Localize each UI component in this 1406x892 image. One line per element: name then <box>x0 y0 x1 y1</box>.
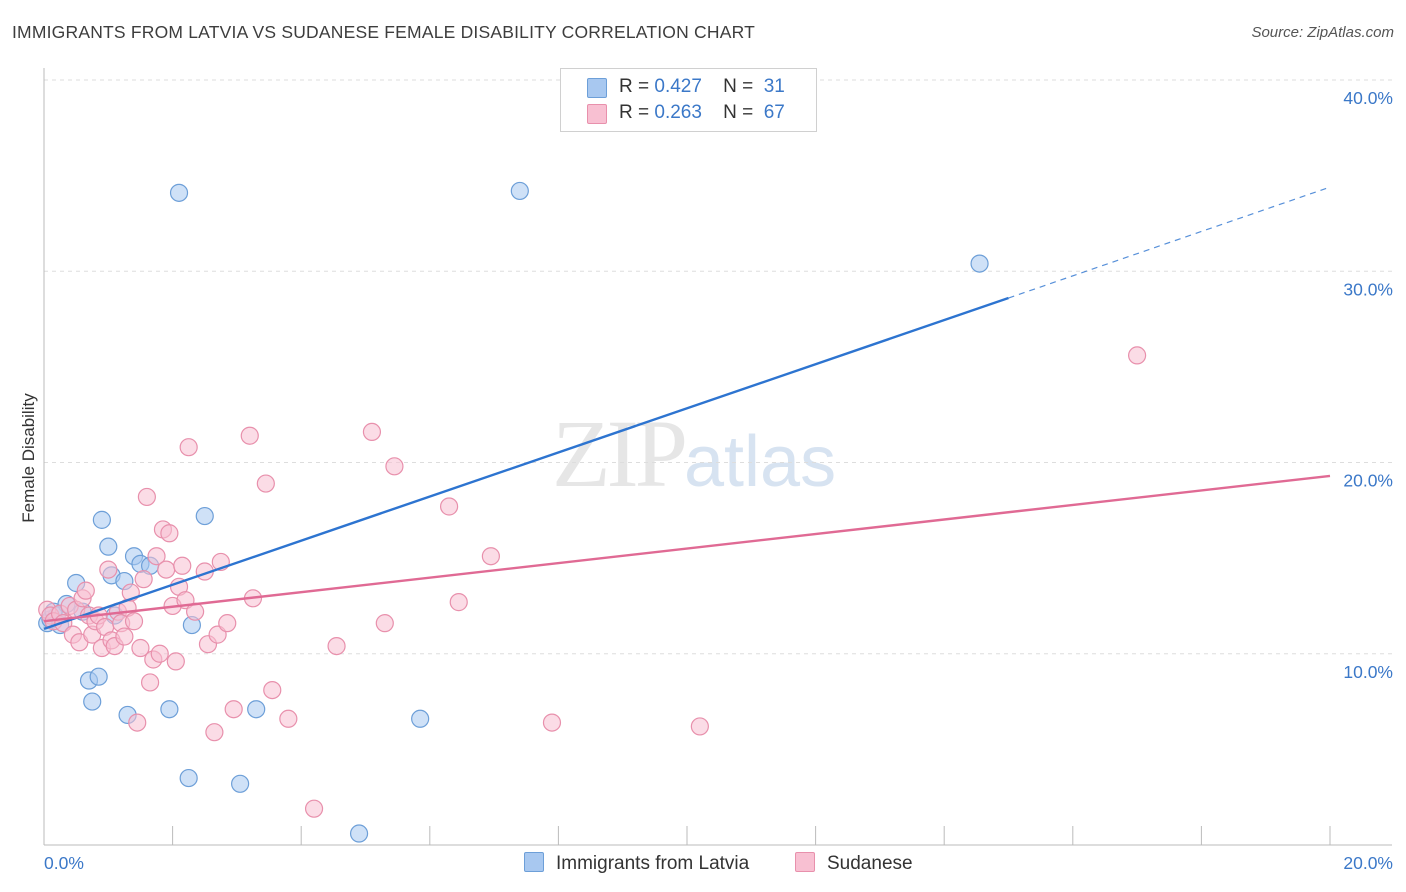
y-tick-labels: 10.0% 20.0% 30.0% 40.0% <box>1343 88 1393 682</box>
point-sudanese <box>137 487 156 507</box>
trend-line-sudanese <box>43 474 1331 623</box>
bottom-legend-latvia: Immigrants from Latvia <box>524 852 749 875</box>
point-sudanese <box>99 560 118 579</box>
point-sudanese <box>690 717 709 736</box>
point-sudanese <box>131 638 150 658</box>
point-sudanese <box>263 680 282 700</box>
legend-r-value: 0.263 <box>654 102 702 123</box>
point-sudanese <box>205 723 224 742</box>
legend-r-label: R = <box>619 76 650 97</box>
point-sudanese <box>128 713 147 732</box>
point-sudanese <box>449 593 468 612</box>
legend-swatch-latvia <box>587 78 607 98</box>
watermark-zip: ZIP <box>552 400 688 507</box>
legend-n-value: 31 <box>763 76 785 97</box>
point-sudanese <box>134 570 153 589</box>
legend-swatch-sudanese <box>587 104 607 124</box>
x-tick-label: 20.0% <box>1343 853 1393 873</box>
point-latvia <box>349 824 369 843</box>
point-sudanese <box>140 673 160 692</box>
bottom-legend-label-sudanese: Sudanese <box>827 853 913 874</box>
point-latvia <box>92 510 111 529</box>
point-sudanese <box>173 556 192 575</box>
trend-line-latvia-extension <box>1008 186 1331 299</box>
point-latvia <box>179 768 198 788</box>
point-latvia <box>83 692 102 711</box>
point-latvia <box>89 667 108 686</box>
legend-n-label: N = <box>723 102 754 123</box>
point-sudanese <box>279 709 298 728</box>
point-latvia <box>195 506 214 526</box>
point-sudanese <box>481 547 500 566</box>
point-sudanese <box>147 547 166 566</box>
chart-source: Source: ZipAtlas.com <box>1251 24 1394 41</box>
point-sudanese <box>304 799 324 818</box>
point-sudanese <box>327 636 346 656</box>
trend-lines <box>43 186 1331 631</box>
y-tick-label: 40.0% <box>1343 88 1393 108</box>
point-sudanese <box>240 426 259 445</box>
y-tick-label: 30.0% <box>1343 279 1393 299</box>
point-sudanese <box>157 560 176 579</box>
legend: R = 0.427 N = 31 R = 0.263 N = 67 <box>560 68 817 132</box>
legend-n-label: N = <box>723 76 754 97</box>
point-sudanese <box>439 497 459 516</box>
point-latvia <box>99 537 118 556</box>
point-latvia <box>231 774 250 793</box>
legend-n-value: 67 <box>763 102 785 123</box>
watermark: ZIPatlas <box>552 398 836 509</box>
point-latvia <box>510 181 529 201</box>
point-sudanese <box>150 644 169 663</box>
point-sudanese <box>115 627 134 646</box>
y-axis-label: Female Disability <box>19 393 38 523</box>
point-latvia <box>247 700 266 719</box>
point-sudanese <box>166 652 185 671</box>
point-sudanese <box>124 612 144 631</box>
legend-text-sudanese: R = 0.263 N = 67 <box>619 102 785 124</box>
point-sudanese <box>224 700 243 719</box>
point-latvia <box>411 709 430 728</box>
grid-lines <box>44 79 1392 655</box>
point-sudanese <box>179 438 198 457</box>
axes <box>43 68 1392 846</box>
point-sudanese <box>218 614 237 633</box>
legend-r-label: R = <box>619 102 650 123</box>
data-points <box>38 181 1147 843</box>
point-sudanese <box>76 581 95 600</box>
point-sudanese <box>385 457 404 476</box>
point-sudanese <box>256 474 275 493</box>
legend-text-latvia: R = 0.427 N = 31 <box>619 76 785 98</box>
bottom-legend-swatch-sudanese <box>795 852 815 872</box>
point-latvia <box>169 183 189 202</box>
x-tick-label: 0.0% <box>44 853 84 873</box>
bottom-legend-label-latvia: Immigrants from Latvia <box>556 853 750 874</box>
point-latvia <box>970 254 989 273</box>
point-sudanese <box>1127 346 1147 365</box>
y-tick-label: 10.0% <box>1343 662 1393 682</box>
x-tick-labels: 0.0% 20.0% <box>44 853 1393 873</box>
bottom-legend-sudanese: Sudanese <box>795 852 913 875</box>
y-tick-label: 20.0% <box>1343 471 1393 491</box>
chart-title: IMMIGRANTS FROM LATVIA VS SUDANESE FEMAL… <box>12 22 755 42</box>
point-latvia <box>160 700 179 719</box>
point-sudanese <box>362 422 382 441</box>
point-sudanese <box>542 713 562 732</box>
legend-r-value: 0.427 <box>654 76 702 97</box>
bottom-legend-swatch-latvia <box>524 852 544 872</box>
point-sudanese <box>375 614 394 633</box>
trend-line-latvia <box>43 296 1009 631</box>
point-sudanese <box>160 524 179 543</box>
